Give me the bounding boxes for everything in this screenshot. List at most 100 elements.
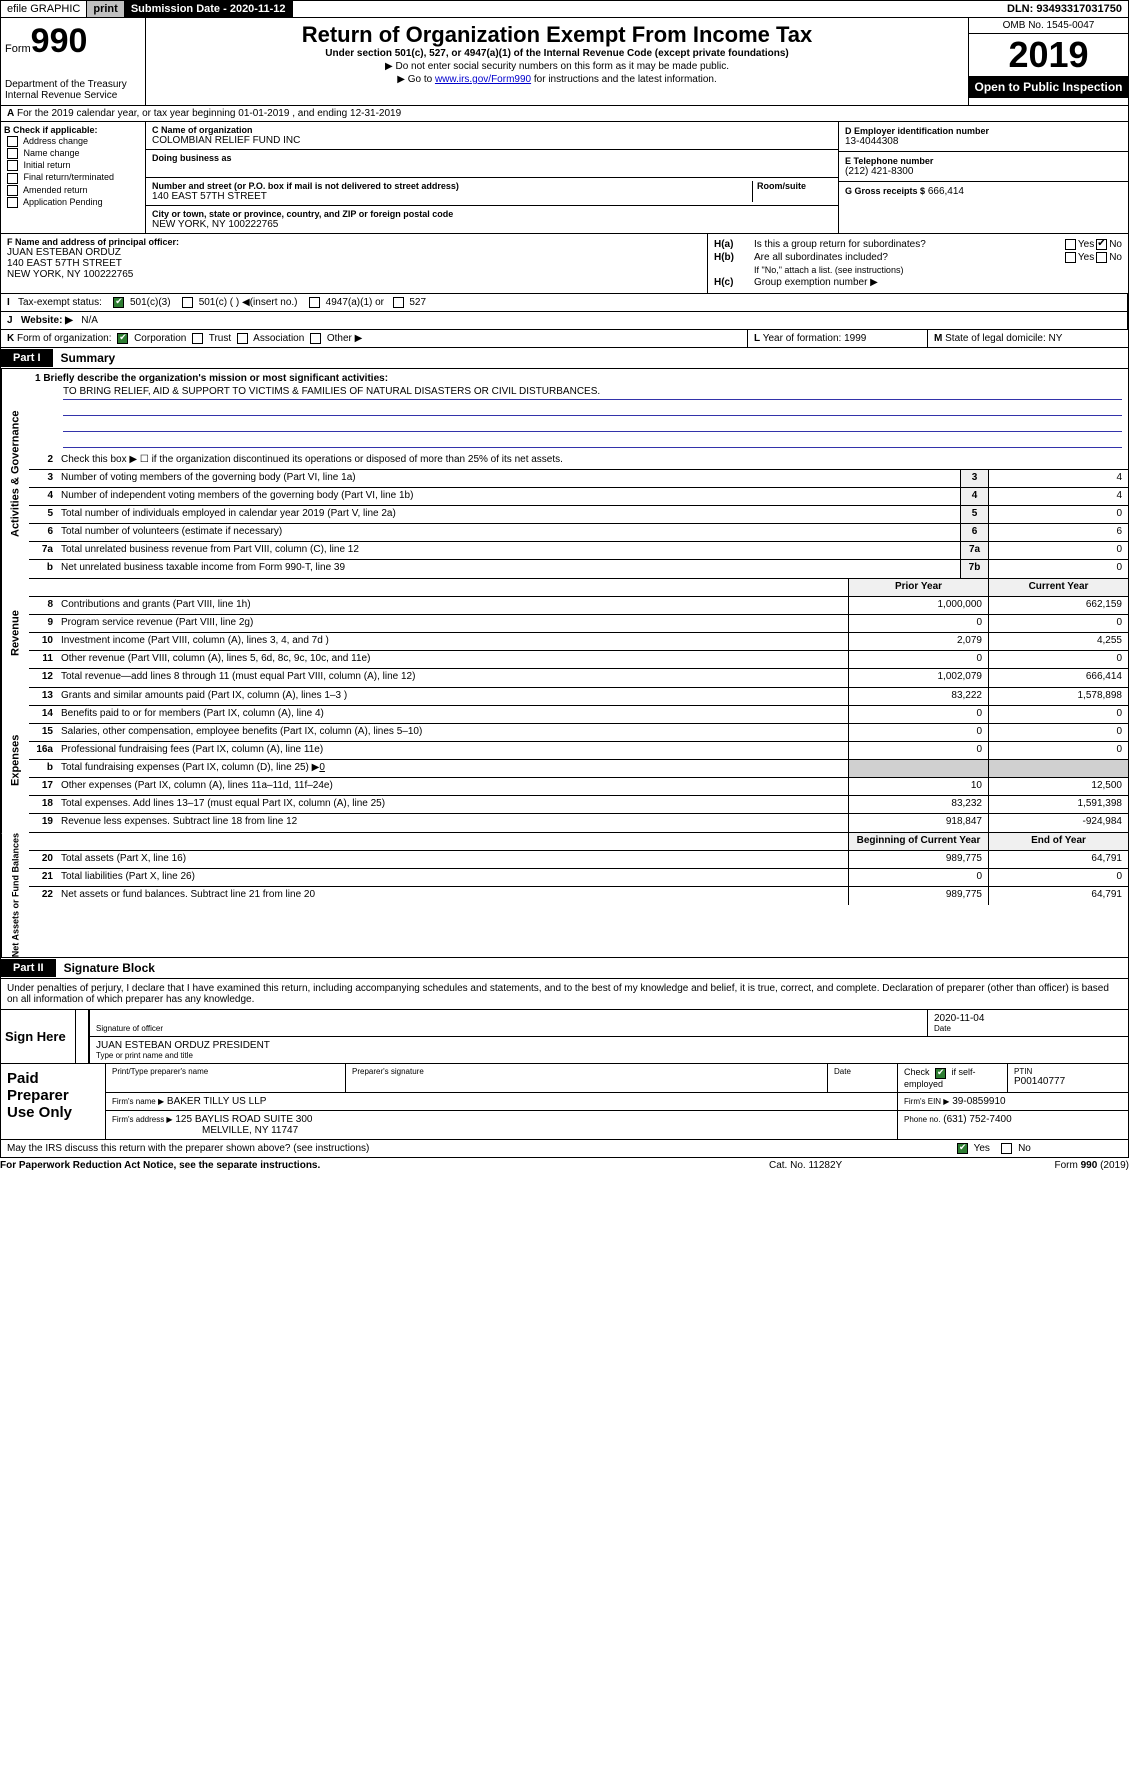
addr-label: Number and street (or P.O. box if mail i… xyxy=(152,181,752,191)
line-12: Total revenue—add lines 8 through 11 (mu… xyxy=(57,669,848,687)
line-a: A For the 2019 calendar year, or tax yea… xyxy=(0,106,1129,122)
c8: 662,159 xyxy=(988,597,1128,614)
line-17: Other expenses (Part IX, column (A), lin… xyxy=(57,778,848,795)
m-text: State of legal domicile: xyxy=(945,333,1046,344)
cb-other[interactable] xyxy=(310,333,321,344)
cb-name-change[interactable]: Name change xyxy=(4,148,142,159)
cb-4947[interactable] xyxy=(309,297,320,308)
column-c: C Name of organization COLOMBIAN RELIEF … xyxy=(146,122,838,233)
j-text: Website: ▶ xyxy=(21,315,73,326)
firm-phone-label: Phone no. xyxy=(904,1115,940,1124)
k-label: K xyxy=(7,333,14,344)
mission-blank-3 xyxy=(63,434,1122,448)
ha-yes[interactable] xyxy=(1065,239,1076,250)
firm-addr2: MELVILLE, NY 11747 xyxy=(202,1125,298,1136)
m-label: M xyxy=(934,333,942,344)
mission-blank-1 xyxy=(63,402,1122,416)
room-label: Room/suite xyxy=(757,181,832,191)
p15: 0 xyxy=(848,724,988,741)
p11: 0 xyxy=(848,651,988,668)
column-b: B Check if applicable: Address change Na… xyxy=(1,122,146,233)
discuss-text: May the IRS discuss this return with the… xyxy=(1,1140,948,1157)
p8: 1,000,000 xyxy=(848,597,988,614)
column-d-e-g: D Employer identification number 13-4044… xyxy=(838,122,1128,233)
website-value: N/A xyxy=(81,315,98,326)
ein-value: 13-4044308 xyxy=(845,136,1122,147)
line-9: Program service revenue (Part VIII, line… xyxy=(57,615,848,632)
c15: 0 xyxy=(988,724,1128,741)
hb-text: Are all subordinates included? xyxy=(754,252,1063,263)
p16a: 0 xyxy=(848,742,988,759)
val-7a: 0 xyxy=(988,542,1128,559)
hb-no[interactable] xyxy=(1096,252,1107,263)
cb-corporation[interactable] xyxy=(117,333,128,344)
c9: 0 xyxy=(988,615,1128,632)
officer-addr2: NEW YORK, NY 100222765 xyxy=(7,269,701,280)
officer-name: JUAN ESTEBAN ORDUZ xyxy=(7,247,701,258)
c16a: 0 xyxy=(988,742,1128,759)
firm-name-label: Firm's name ▶ xyxy=(112,1097,164,1106)
form-word: Form xyxy=(5,43,31,55)
p16b-shade xyxy=(848,760,988,777)
org-city: NEW YORK, NY 100222765 xyxy=(152,219,832,230)
p18: 83,232 xyxy=(848,796,988,813)
discuss-yes[interactable] xyxy=(957,1143,968,1154)
revenue-section: Revenue Prior YearCurrent Year 8Contribu… xyxy=(0,579,1129,688)
officer-print-name: JUAN ESTEBAN ORDUZ PRESIDENT xyxy=(96,1040,1122,1051)
print-button[interactable]: print xyxy=(87,1,124,17)
cb-initial-return[interactable]: Initial return xyxy=(4,160,142,171)
hdr-begin: Beginning of Current Year xyxy=(848,833,988,850)
gross-receipts: 666,414 xyxy=(928,186,964,197)
c12: 666,414 xyxy=(988,669,1128,687)
note2-post: for instructions and the latest informat… xyxy=(531,74,717,85)
dept-irs: Internal Revenue Service xyxy=(5,90,141,101)
line-5: Total number of individuals employed in … xyxy=(57,506,960,523)
open-to-public: Open to Public Inspection xyxy=(969,76,1128,98)
cb-501c[interactable] xyxy=(182,297,193,308)
discuss-no[interactable] xyxy=(1001,1143,1012,1154)
cat-no: Cat. No. 11282Y xyxy=(769,1160,969,1171)
cb-address-change[interactable]: Address change xyxy=(4,136,142,147)
ha-no[interactable] xyxy=(1096,239,1107,250)
self-employed-cb[interactable] xyxy=(935,1068,946,1079)
cb-527[interactable] xyxy=(393,297,404,308)
i-text: Tax-exempt status: xyxy=(18,297,102,308)
line-22: Net assets or fund balances. Subtract li… xyxy=(57,887,848,905)
form990-link[interactable]: www.irs.gov/Form990 xyxy=(435,74,531,85)
line-13: Grants and similar amounts paid (Part IX… xyxy=(57,688,848,705)
line-19: Revenue less expenses. Subtract line 18 … xyxy=(57,814,848,832)
line-3: Number of voting members of the governin… xyxy=(57,470,960,487)
cb-amended-return[interactable]: Amended return xyxy=(4,185,142,196)
line-7b: Net unrelated business taxable income fr… xyxy=(57,560,960,578)
p14: 0 xyxy=(848,706,988,723)
perjury-statement: Under penalties of perjury, I declare th… xyxy=(1,979,1128,1009)
e20: 64,791 xyxy=(988,851,1128,868)
p9: 0 xyxy=(848,615,988,632)
cb-final-return[interactable]: Final return/terminated xyxy=(4,172,142,183)
cb-trust[interactable] xyxy=(192,333,203,344)
efile-label: efile GRAPHIC xyxy=(1,1,87,17)
note2-pre: ▶ Go to xyxy=(397,74,435,85)
firm-name: BAKER TILLY US LLP xyxy=(167,1096,267,1107)
c17: 12,500 xyxy=(988,778,1128,795)
mission-blank-2 xyxy=(63,418,1122,432)
b22: 989,775 xyxy=(848,887,988,905)
p13: 83,222 xyxy=(848,688,988,705)
hb-note: If "No," attach a list. (see instruction… xyxy=(754,265,903,275)
cb-501c3[interactable] xyxy=(113,297,124,308)
line-8: Contributions and grants (Part VIII, lin… xyxy=(57,597,848,614)
dept-treasury: Department of the Treasury xyxy=(5,79,141,90)
hc-text: Group exemption number ▶ xyxy=(754,277,878,288)
hb-yes[interactable] xyxy=(1065,252,1076,263)
discuss-row: May the IRS discuss this return with the… xyxy=(0,1140,1129,1158)
cb-association[interactable] xyxy=(237,333,248,344)
netassets-section: Net Assets or Fund Balances Beginning of… xyxy=(0,833,1129,958)
cb-application-pending[interactable]: Application Pending xyxy=(4,197,142,208)
signature-block: Under penalties of perjury, I declare th… xyxy=(0,979,1129,1064)
c19: -924,984 xyxy=(988,814,1128,832)
val-16b: 0 xyxy=(319,762,325,773)
line-21: Total liabilities (Part X, line 26) xyxy=(57,869,848,886)
prep-name-label: Print/Type preparer's name xyxy=(112,1067,339,1076)
submission-date: Submission Date - 2020-11-12 xyxy=(125,1,293,17)
paperwork-notice: For Paperwork Reduction Act Notice, see … xyxy=(0,1160,769,1171)
